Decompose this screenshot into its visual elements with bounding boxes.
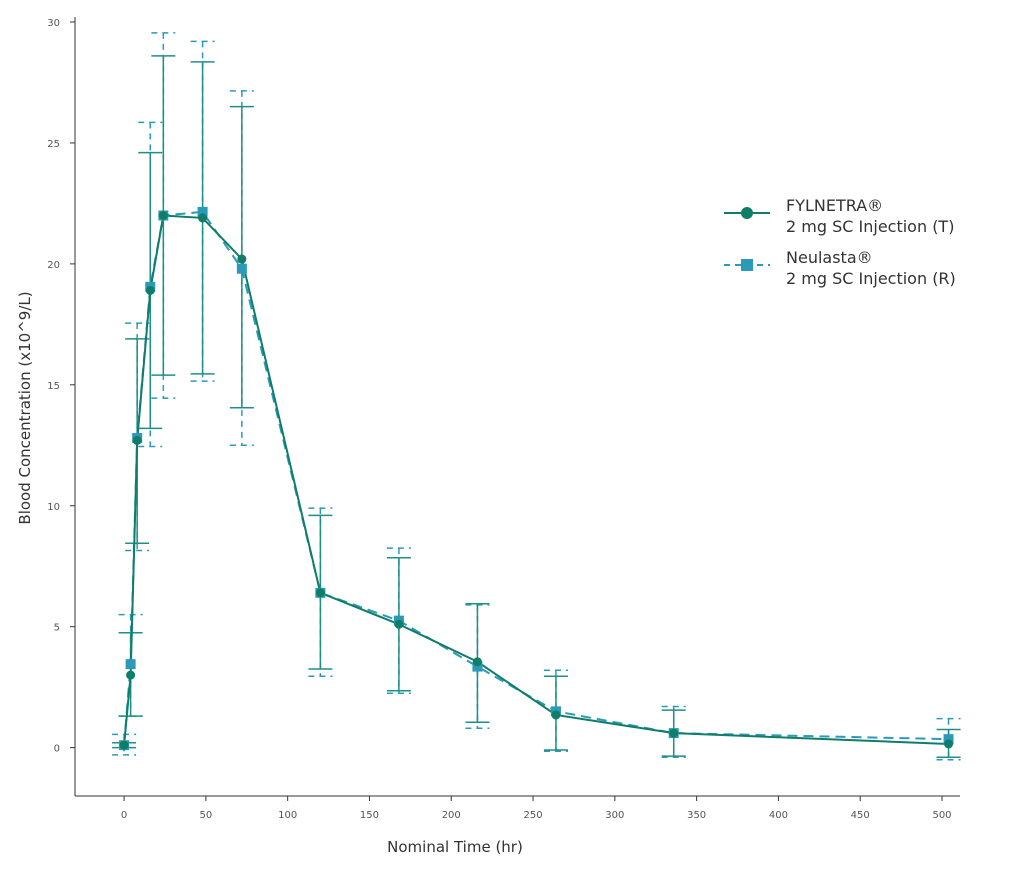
legend-item-neulasta: Neulasta® 2 mg SC Injection (R)	[724, 247, 956, 289]
data-point-circle	[472, 657, 482, 667]
axes: 0 50 100 150 200 250 300 350 400 450 500 0 5 10 15 20 25…	[47, 17, 960, 821]
x-tick-label: 100	[278, 810, 297, 821]
x-tick-label: 400	[769, 810, 788, 821]
y-tick-label: 25	[47, 139, 60, 150]
data-point-circle	[198, 213, 208, 223]
data-point-circle	[132, 435, 142, 445]
x-tick-label: 250	[523, 810, 542, 821]
x-axis-label: Nominal Time (hr)	[387, 838, 523, 856]
x-tick-label: 150	[360, 810, 379, 821]
legend: FYLNETRA® 2 mg SC Injection (T) Neulasta…	[724, 195, 956, 299]
error-bars	[112, 32, 961, 761]
y-tick-label: 0	[54, 744, 60, 755]
x-tick-label: 350	[687, 810, 706, 821]
legend-label: Neulasta®	[786, 248, 873, 267]
legend-circle-solid-icon	[724, 207, 770, 219]
y-tick-label: 5	[54, 623, 60, 634]
data-point-circle	[145, 285, 155, 295]
legend-sublabel: 2 mg SC Injection (R)	[786, 269, 956, 288]
data-point-square	[125, 659, 136, 670]
x-tick-label: 0	[121, 810, 127, 821]
data-point-square	[472, 661, 483, 672]
x-tick-label: 200	[442, 810, 461, 821]
x-tick-label: 300	[605, 810, 624, 821]
data-point-circle	[237, 254, 247, 264]
data-point-circle	[158, 211, 168, 220]
data-point-circle	[669, 728, 679, 738]
x-tick-label: 500	[932, 810, 951, 821]
data-point-circle	[551, 710, 561, 720]
x-tick-label: 450	[851, 810, 870, 821]
data-point-circle	[126, 670, 136, 680]
legend-label: FYLNETRA®	[786, 196, 884, 215]
legend-item-fylnetra: FYLNETRA® 2 mg SC Injection (T)	[724, 195, 956, 237]
data-point-circle	[315, 588, 325, 598]
y-tick-label: 30	[47, 18, 60, 29]
y-axis-label: Blood Concentration (x10^9/L)	[16, 291, 34, 524]
x-tick-label: 50	[200, 810, 213, 821]
data-point-square	[197, 206, 208, 217]
legend-square-dashed-icon	[724, 259, 770, 271]
legend-sublabel: 2 mg SC Injection (T)	[786, 217, 955, 236]
data-point-circle	[394, 619, 404, 629]
markers	[119, 206, 954, 751]
data-point-circle	[119, 740, 129, 750]
y-tick-label: 20	[47, 260, 60, 271]
data-point-square	[236, 263, 247, 274]
y-tick-label: 10	[47, 502, 60, 513]
y-tick-label: 15	[47, 381, 60, 392]
data-point-circle	[944, 739, 954, 749]
data-point-square	[943, 734, 954, 745]
